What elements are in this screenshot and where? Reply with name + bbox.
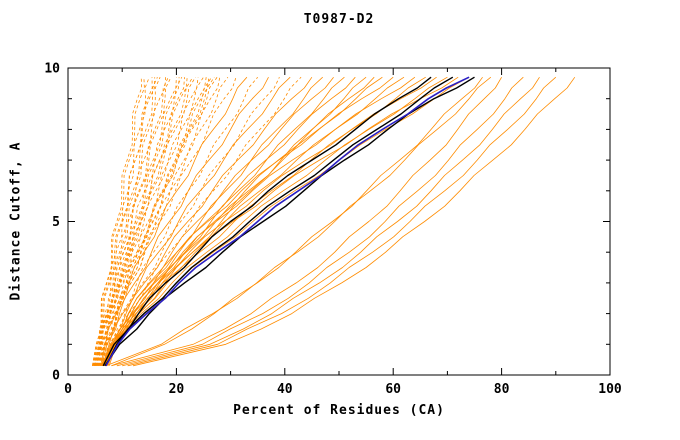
- x-tick-label: 0: [64, 382, 72, 397]
- prediction-curves-solid: [102, 76, 405, 366]
- curves-layer: [92, 76, 576, 367]
- prediction-curves-dashed: [94, 77, 158, 366]
- prediction-curves-dashed: [99, 76, 259, 366]
- chart-title: T0987-D2: [303, 12, 375, 27]
- prediction-curves-dashed: [99, 77, 280, 366]
- prediction-curves-dashed: [100, 76, 302, 366]
- prediction-curves-solid: [106, 76, 416, 366]
- x-tick-label: 20: [169, 382, 185, 397]
- prediction-curves-dashed: [98, 77, 199, 366]
- prediction-curves-solid: [105, 76, 492, 367]
- prediction-curves-solid: [103, 76, 334, 366]
- prediction-curves-solid: [104, 76, 470, 366]
- prediction-curves-solid: [102, 76, 313, 366]
- prediction-curves-dashed: [95, 76, 229, 366]
- prediction-curves-dashed: [92, 77, 145, 366]
- prediction-curves-dashed: [92, 77, 153, 366]
- prediction-curves-dashed: [93, 77, 169, 366]
- prediction-curves-solid: [102, 76, 383, 366]
- prediction-curves-solid: [132, 76, 576, 367]
- prediction-curves-solid: [103, 76, 448, 366]
- prediction-curves-solid: [100, 76, 248, 366]
- x-tick-label: 80: [494, 382, 510, 397]
- prediction-curves-solid: [111, 76, 502, 367]
- x-tick-label: 60: [385, 382, 401, 397]
- prediction-curves-solid: [105, 76, 394, 366]
- prediction-curves-solid: [100, 76, 323, 366]
- y-tick-label: 10: [44, 62, 60, 77]
- prediction-curves-dashed: [96, 76, 196, 366]
- x-tick-label: 40: [277, 382, 293, 397]
- prediction-curves-dashed: [97, 77, 237, 366]
- prediction-curves-dashed: [94, 77, 221, 366]
- prediction-curves-dashed: [92, 77, 143, 366]
- prediction-curves-dashed: [99, 76, 212, 366]
- prediction-curves-dashed: [94, 76, 218, 366]
- prediction-curves-solid: [102, 76, 291, 366]
- y-tick-label: 5: [52, 215, 60, 230]
- prediction-curves-solid: [116, 76, 524, 367]
- prediction-curves-solid: [127, 76, 557, 367]
- prediction-curves-dashed: [94, 77, 150, 366]
- prediction-curves-solid: [108, 76, 459, 366]
- y-tick-label: 0: [52, 369, 60, 384]
- prediction-curves-solid: [107, 76, 437, 366]
- prediction-curves-dashed: [92, 77, 172, 366]
- prediction-curves-solid: [111, 76, 483, 367]
- x-tick-label: 100: [598, 382, 622, 397]
- x-axis-title: Percent of Residues (CA): [233, 403, 445, 418]
- highlighted-model-curves: [105, 76, 454, 367]
- prediction-curves-dashed: [97, 77, 185, 366]
- prediction-curves-dashed: [93, 77, 156, 366]
- highlighted-model-curves: [102, 76, 432, 367]
- prediction-curves-solid: [104, 76, 375, 366]
- prediction-curves-solid: [122, 76, 540, 367]
- best-model-curve: [105, 76, 470, 367]
- prediction-curves-solid: [101, 77, 269, 366]
